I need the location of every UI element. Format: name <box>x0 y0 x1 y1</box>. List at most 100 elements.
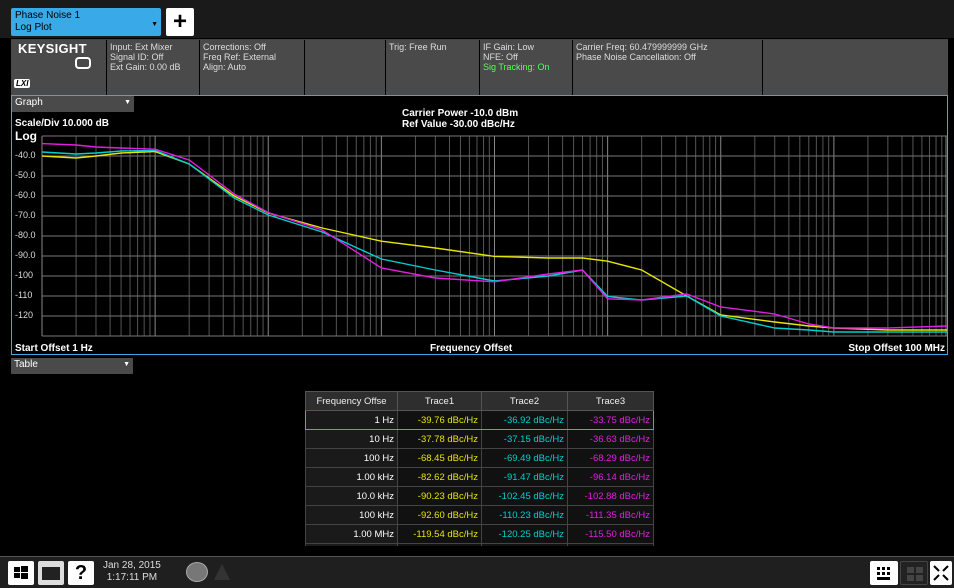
table-cell-trace1[interactable]: -37.78 dBc/Hz <box>397 429 482 449</box>
table-cell-trace1[interactable]: -119.54 dBc/Hz <box>397 524 482 544</box>
status-corrections-cell[interactable]: Corrections: Off Freq Ref: External Alig… <box>200 40 304 95</box>
mode-tab-title: Phase Noise 1 <box>15 10 81 21</box>
status-input: Input: Ext Mixer <box>110 42 173 52</box>
date-time[interactable]: Jan 28, 2015 1:17:11 PM <box>103 560 161 584</box>
dropdown-arrow-icon: ▼ <box>123 361 130 368</box>
table-row[interactable]: 1 Hz -39.76 dBc/Hz -36.92 dBc/Hz -33.75 dBc… <box>305 410 654 430</box>
help-button[interactable]: ? <box>68 561 94 585</box>
y-tick-label: -100 <box>15 270 34 280</box>
table-cell-frequency[interactable]: 100 Hz <box>305 448 398 468</box>
keypad-button[interactable] <box>870 561 898 585</box>
carrier-power: Carrier Power -10.0 dBm <box>402 108 519 119</box>
table-cell-trace1[interactable]: -125.59 dBc/Hz <box>397 543 482 546</box>
results-table[interactable]: Frequency Offse Trace1 Trace2 Trace3 1 H… <box>305 391 654 546</box>
add-mode-button[interactable]: + <box>166 8 194 36</box>
table-window[interactable]: Table ▼ Frequency Offse Trace1 Trace2 Tr… <box>11 358 948 546</box>
table-row[interactable]: 10.0 MHz-125.59 dBc/Hz-127.84 dBc/Hz-125… <box>305 543 654 546</box>
status-header: KEYSIGHT LXI Input: Ext Mixer Signal ID:… <box>11 39 948 95</box>
table-cell-trace3[interactable]: -36.63 dBc/Hz <box>567 429 654 449</box>
phase-noise-plot[interactable] <box>12 131 947 341</box>
status-freq-ref: Freq Ref: External <box>203 52 277 62</box>
table-cell-trace2[interactable]: -102.45 dBc/Hz <box>481 486 568 506</box>
file-explorer-button[interactable] <box>38 561 64 585</box>
table-cell-frequency[interactable]: 10.0 kHz <box>305 486 398 506</box>
table-cell-trace2[interactable]: -127.84 dBc/Hz <box>481 543 568 546</box>
y-tick-label: -120 <box>15 310 34 320</box>
table-cell-frequency[interactable]: 1 Hz <box>305 410 398 430</box>
table-cell-trace1[interactable]: -92.60 dBc/Hz <box>397 505 482 525</box>
table-cell-frequency[interactable]: 10 Hz <box>305 429 398 449</box>
status-empty-cell <box>305 40 385 95</box>
message-icon[interactable] <box>75 57 91 69</box>
start-offset-label: Start Offset 1 Hz <box>15 343 93 354</box>
table-cell-trace3[interactable]: -125.31 dBc/Hz <box>567 543 654 546</box>
table-row[interactable]: 10 Hz -37.78 dBc/Hz -37.15 dBc/Hz -36.63 dB… <box>305 429 654 449</box>
brand-logo: KEYSIGHT <box>18 41 87 56</box>
table-cell-trace2[interactable]: -69.49 dBc/Hz <box>481 448 568 468</box>
carrier-power-label: Carrier Power -10.0 dBm Ref Value -30.00… <box>402 108 518 130</box>
chat-bubble-icon[interactable] <box>186 562 208 582</box>
warning-triangle-icon[interactable] <box>214 564 230 580</box>
status-nfe: NFE: Off <box>483 52 518 62</box>
table-cell-trace1[interactable]: -39.76 dBc/Hz <box>397 410 482 430</box>
table-cell-trace1[interactable]: -68.45 dBc/Hz <box>397 448 482 468</box>
table-row[interactable]: 100 kHz -92.60 dBc/Hz -110.23 dBc/Hz -111.3… <box>305 505 654 525</box>
status-pn-cancellation: Phase Noise Cancellation: Off <box>576 52 696 62</box>
trace-3-line <box>41 142 947 329</box>
table-row[interactable]: 10.0 kHz -90.23 dBc/Hz -102.45 dBc/Hz -102.… <box>305 486 654 506</box>
folder-icon <box>42 567 60 580</box>
table-cell-frequency[interactable]: 10.0 MHz <box>305 543 398 546</box>
time-text: 1:17:11 PM <box>106 572 158 583</box>
layout-grid-button[interactable] <box>900 561 928 585</box>
table-cell-trace1[interactable]: -90.23 dBc/Hz <box>397 486 482 506</box>
graph-window-tab[interactable]: Graph ▼ <box>12 96 134 112</box>
table-cell-trace3[interactable]: -111.35 dBc/Hz <box>567 505 654 525</box>
brand-block[interactable]: KEYSIGHT LXI <box>11 40 106 95</box>
table-cell-trace3[interactable]: -68.29 dBc/Hz <box>567 448 654 468</box>
status-input-cell[interactable]: Input: Ext Mixer Signal ID: Off Ext Gain… <box>107 40 199 95</box>
table-cell-trace1[interactable]: -82.62 dBc/Hz <box>397 467 482 487</box>
table-row[interactable]: 1.00 kHz -82.62 dBc/Hz -91.47 dBc/Hz -96.14… <box>305 467 654 487</box>
table-window-label: Table <box>14 359 38 370</box>
x-axis-label: Frequency Offset <box>430 343 513 354</box>
table-cell-frequency[interactable]: 1.00 kHz <box>305 467 398 487</box>
y-tick-label: -60.0 <box>15 190 36 200</box>
status-trig: Trig: Free Run <box>389 42 447 52</box>
status-carrier-cell[interactable]: Carrier Freq: 60.479999999 GHz Phase Noi… <box>573 40 762 95</box>
table-cell-frequency[interactable]: 100 kHz <box>305 505 398 525</box>
table-cell-trace2[interactable]: -36.92 dBc/Hz <box>481 410 568 430</box>
table-row[interactable]: 100 Hz -68.45 dBc/Hz -69.49 dBc/Hz -68.29 d… <box>305 448 654 468</box>
status-signal-id: Signal ID: Off <box>110 52 164 62</box>
table-cell-frequency[interactable]: 1.00 MHz <box>305 524 398 544</box>
fullscreen-button[interactable] <box>930 561 952 585</box>
table-window-tab[interactable]: Table ▼ <box>11 358 133 374</box>
table-cell-trace2[interactable]: -37.15 dBc/Hz <box>481 429 568 449</box>
y-tick-label: -50.0 <box>15 170 36 180</box>
status-ext-gain: Ext Gain: 0.00 dB <box>110 62 181 72</box>
graph-window-label: Graph <box>15 97 43 108</box>
table-row[interactable]: 1.00 MHz -119.54 dBc/Hz -120.25 dBc/Hz -115… <box>305 524 654 544</box>
table-cell-trace3[interactable]: -102.88 dBc/Hz <box>567 486 654 506</box>
table-cell-trace3[interactable]: -115.50 dBc/Hz <box>567 524 654 544</box>
header-trace1[interactable]: Trace1 <box>397 391 482 411</box>
y-tick-label: -80.0 <box>15 230 36 240</box>
table-cell-trace3[interactable]: -33.75 dBc/Hz <box>567 410 654 430</box>
status-trig-cell[interactable]: Trig: Free Run <box>386 40 479 95</box>
mode-tab-phase-noise[interactable]: Phase Noise 1 Log Plot ▼ <box>11 8 161 36</box>
status-if-cell[interactable]: IF Gain: Low NFE: Off Sig Tracking: On <box>480 40 572 95</box>
header-frequency-offset[interactable]: Frequency Offse <box>305 391 398 411</box>
table-cell-trace2[interactable]: -120.25 dBc/Hz <box>481 524 568 544</box>
trace-1-line <box>41 150 947 331</box>
windows-start-button[interactable] <box>8 561 34 585</box>
date-text: Jan 28, 2015 <box>103 560 161 571</box>
table-cell-trace2[interactable]: -110.23 dBc/Hz <box>481 505 568 525</box>
header-trace2[interactable]: Trace2 <box>481 391 568 411</box>
dropdown-arrow-icon: ▼ <box>124 99 131 106</box>
table-cell-trace3[interactable]: -96.14 dBc/Hz <box>567 467 654 487</box>
status-sig-tracking: Sig Tracking: On <box>483 62 550 72</box>
table-cell-trace2[interactable]: -91.47 dBc/Hz <box>481 467 568 487</box>
scale-div-label: Scale/Div 10.000 dB <box>15 118 109 129</box>
trace-2-line <box>41 149 947 333</box>
graph-window[interactable]: Graph ▼ Scale/Div 10.000 dB Log Carrier … <box>11 95 948 355</box>
header-trace3[interactable]: Trace3 <box>567 391 654 411</box>
